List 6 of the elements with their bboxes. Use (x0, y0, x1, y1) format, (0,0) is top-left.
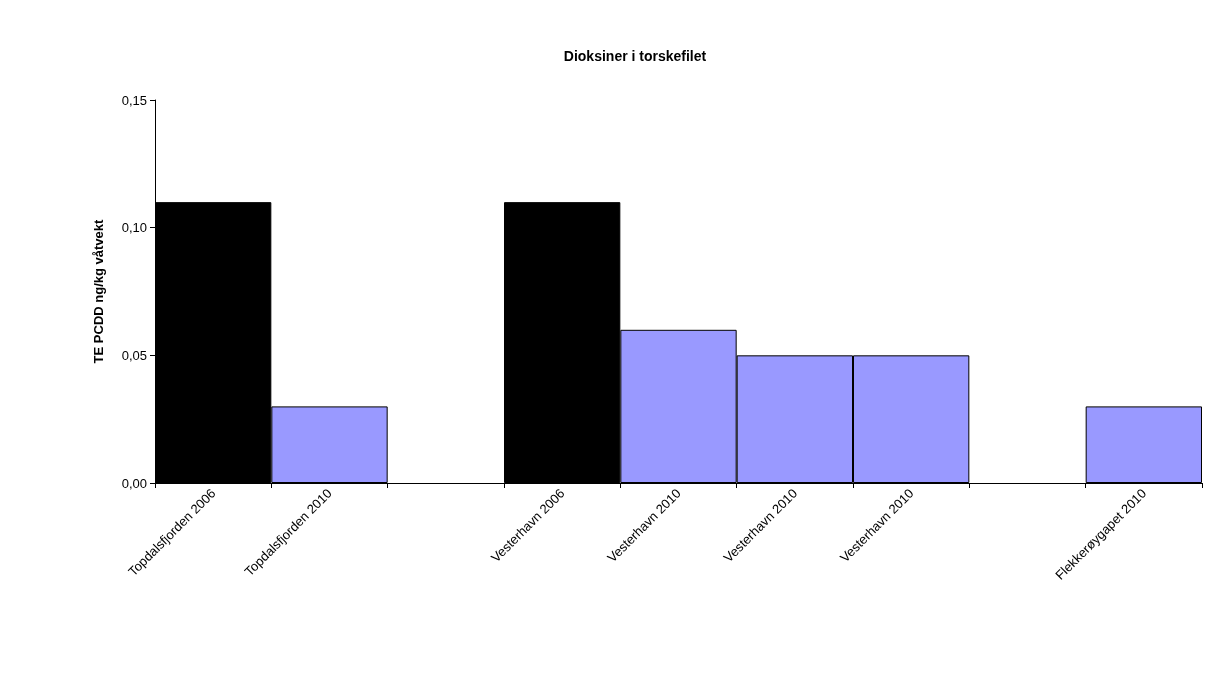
y-tick-label: 0,15 (121, 92, 147, 108)
y-tick-label: 0,00 (121, 475, 147, 491)
y-tick-label: 0,05 (121, 347, 147, 363)
chart-title: Dioksiner i torskefilet (563, 48, 707, 64)
y-tick-label: 0,10 (121, 220, 147, 236)
y-axis-title: TE PCDD ng/kg våtvekt (91, 218, 106, 364)
